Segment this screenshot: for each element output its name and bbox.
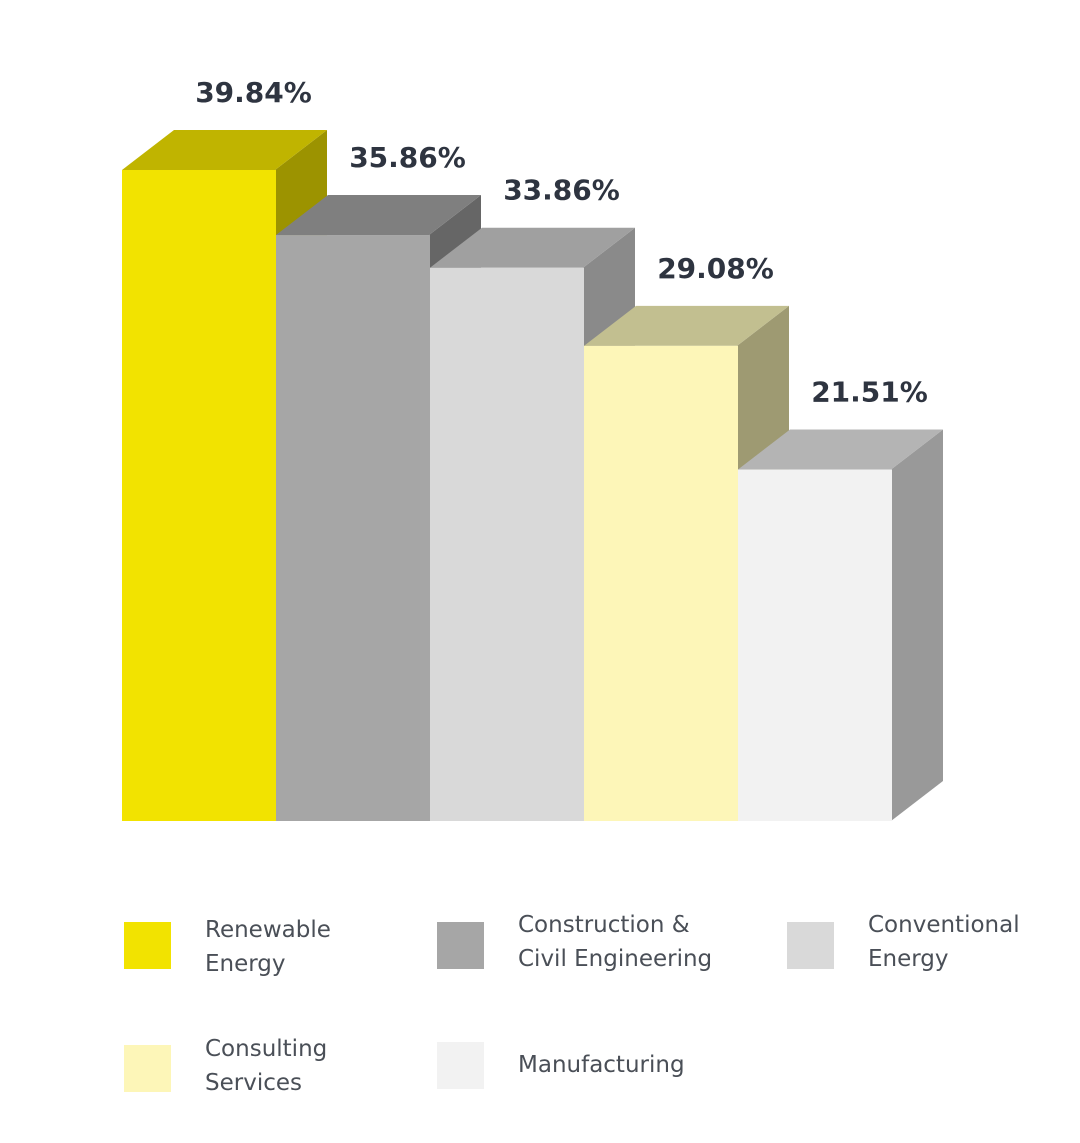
bar-top-face bbox=[276, 195, 481, 236]
bar-side-face bbox=[891, 429, 943, 821]
bar-5 bbox=[738, 429, 943, 821]
bar-top-face bbox=[430, 227, 635, 268]
chart-svg: 39.84% 35.86% 33.86% 29.08% 21.51% bbox=[122, 76, 943, 822]
bar-front-face bbox=[276, 235, 430, 821]
legend-label: Conventional Energy bbox=[868, 912, 1020, 972]
bar-value-label: 33.86% bbox=[503, 174, 620, 207]
bar-value-label: 21.51% bbox=[811, 376, 928, 409]
bar-value-label: 29.08% bbox=[657, 252, 774, 285]
legend-label: Consulting Services bbox=[205, 1036, 328, 1096]
legend-swatch bbox=[124, 922, 171, 969]
legend-swatch bbox=[787, 922, 834, 969]
bar-top-face bbox=[122, 130, 327, 170]
bar-top-face bbox=[738, 429, 943, 470]
legend-swatch bbox=[437, 1042, 484, 1089]
legend-label: Manufacturing bbox=[518, 1052, 685, 1078]
legend-label: Construction & Civil Engineering bbox=[518, 912, 713, 972]
bar-value-label: 39.84% bbox=[195, 76, 312, 109]
bar-front-face bbox=[584, 345, 738, 821]
legend-swatch bbox=[124, 1045, 171, 1092]
legend-label: Renewable Energy bbox=[205, 917, 331, 977]
bar-value-label: 35.86% bbox=[349, 141, 466, 174]
bar-front-face bbox=[738, 469, 892, 821]
bar-front-face bbox=[122, 170, 276, 821]
bar-chart: 39.84% 35.86% 33.86% 29.08% 21.51% bbox=[122, 76, 943, 822]
legend-swatch bbox=[437, 922, 484, 969]
bar-front-face bbox=[430, 267, 584, 822]
bar-top-face bbox=[584, 305, 789, 346]
